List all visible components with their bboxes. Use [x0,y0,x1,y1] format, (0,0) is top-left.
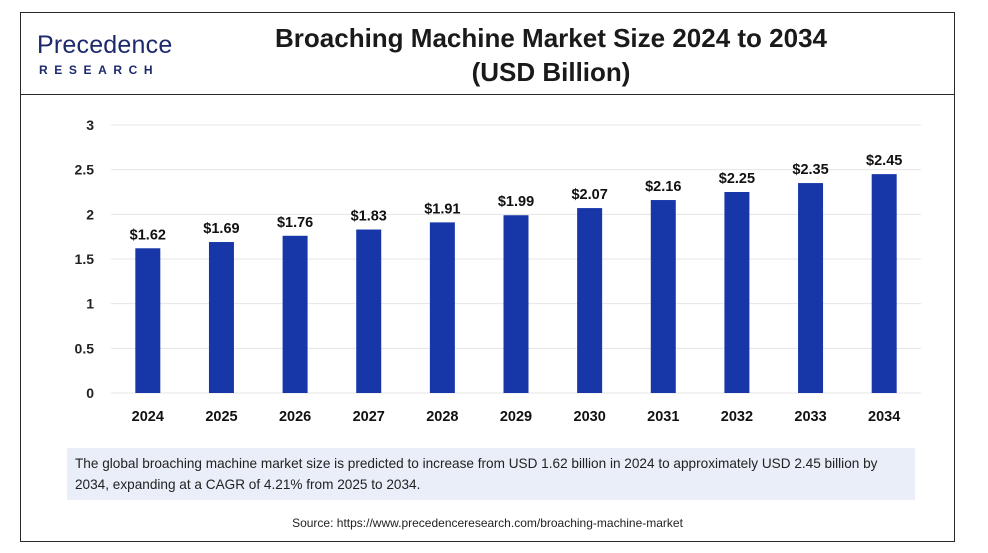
data-labels: $1.62 $1.69 $1.76 $1.83 $1.91 $1.99 $2.07 $2.16… [130,153,903,243]
bar [208,242,234,393]
bar [503,215,529,393]
x-tick-label: 2028 [426,409,458,425]
y-tick-label: 2.5 [75,162,95,178]
logo-subtitle: RESEARCH [39,63,160,77]
x-tick-label: 2026 [279,409,311,425]
chart-title: Broaching Machine Market Size 2024 to 20… [251,21,851,89]
x-tick-label: 2027 [353,409,385,425]
x-tick-label: 2024 [132,409,164,425]
data-label: $1.69 [203,221,239,237]
brand-logo: Precedence RESEARCH [37,31,187,81]
title-line-1: Broaching Machine Market Size 2024 to 20… [275,23,827,53]
y-tick-label: 1.5 [75,251,95,267]
data-label: $1.62 [130,227,166,243]
x-axis-ticks: 2024 2025 2026 2027 2028 2029 2030 2031 2032 2033… [132,409,901,425]
bar-chart: 00.511.522.53 $1.62 $1.69 $1.76 $1.83 $1.91 $… [75,117,921,425]
data-label: $2.35 [792,162,828,178]
bars [135,174,897,393]
chart-header: Precedence RESEARCH Broaching Machine Ma… [21,13,954,95]
bar [577,208,603,393]
title-line-2: (USD Billion) [471,57,631,87]
source-link-text: Source: https://www.precedenceresearch.c… [292,516,683,530]
y-axis-ticks: 0 0.5 1 1.5 2 2.5 3 [75,117,95,401]
x-tick-label: 2025 [205,409,237,425]
bar [135,248,161,393]
data-label: $1.83 [351,209,387,225]
x-tick-label: 2030 [574,409,606,425]
y-tick-label: 3 [86,117,94,133]
y-tick-label: 2 [86,206,94,222]
bar [724,192,750,393]
x-tick-label: 2029 [500,409,532,425]
y-tick-label: 0.5 [75,340,95,356]
x-tick-label: 2034 [868,409,900,425]
logo-wordmark: Precedence [37,31,173,59]
data-label: $2.16 [645,179,681,195]
data-label: $1.91 [424,201,460,217]
data-label: $1.99 [498,194,534,210]
bar [798,183,824,393]
summary-note: The global broaching machine market size… [67,448,915,500]
chart-frame: Precedence RESEARCH Broaching Machine Ma… [20,12,955,542]
bar [356,229,382,393]
x-tick-label: 2031 [647,409,679,425]
bar [282,235,308,393]
bar [650,200,676,393]
y-tick-label: 0 [86,385,94,401]
x-tick-label: 2033 [794,409,826,425]
bar [429,222,455,393]
x-tick-label: 2032 [721,409,753,425]
data-label: $2.07 [571,187,607,203]
bar [871,174,897,393]
data-label: $2.25 [719,171,755,187]
y-tick-label: 1 [86,296,94,312]
data-label: $1.76 [277,215,313,231]
data-label: $2.45 [866,153,902,169]
